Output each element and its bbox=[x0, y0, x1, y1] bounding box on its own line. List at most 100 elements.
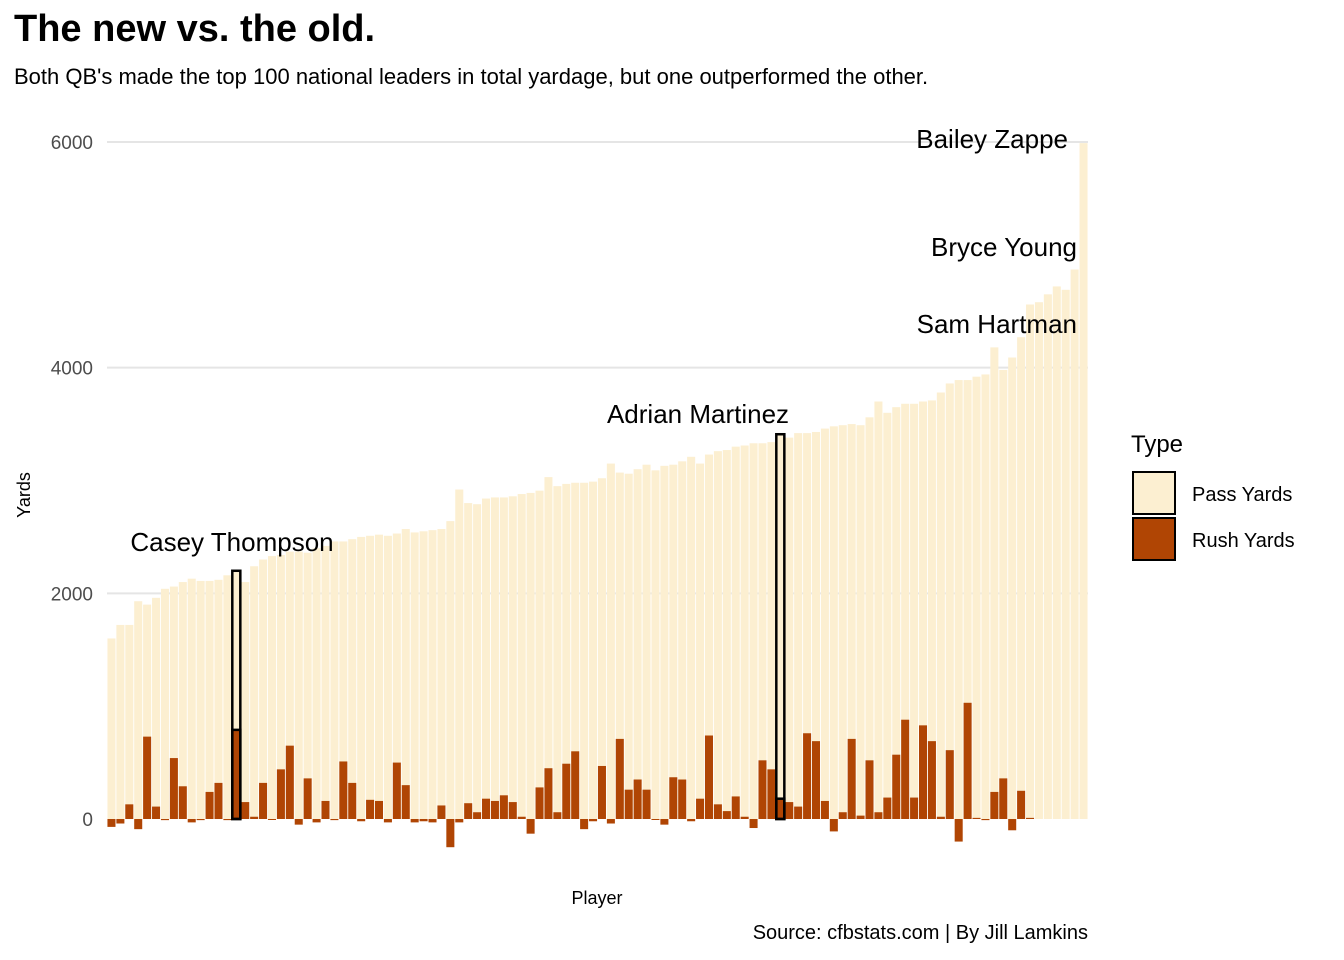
highlighted-players bbox=[231, 432, 786, 821]
rush-bar bbox=[820, 800, 829, 819]
highlight-rush-outline bbox=[231, 728, 242, 821]
pass-bar bbox=[731, 446, 740, 819]
pass-bar bbox=[410, 532, 419, 819]
rush-bar bbox=[865, 760, 874, 819]
rush-bar bbox=[410, 819, 419, 823]
pass-bar bbox=[696, 463, 705, 819]
pass-bar bbox=[972, 376, 981, 819]
pass-bar bbox=[196, 580, 205, 819]
chart-subtitle: Both QB's made the top 100 national lead… bbox=[14, 64, 929, 89]
rush-bar bbox=[294, 819, 303, 825]
pass-bar bbox=[910, 403, 919, 819]
rush-bar bbox=[392, 762, 401, 819]
pass-bar bbox=[811, 431, 821, 819]
annotation-bryce-young: Bryce Young bbox=[931, 232, 1077, 262]
legend: Type Pass Yards Rush Yards bbox=[1131, 431, 1295, 561]
rush-bar bbox=[562, 763, 571, 819]
pass-bar bbox=[437, 529, 446, 819]
rush-bar bbox=[615, 738, 624, 819]
rush-bar bbox=[633, 779, 642, 819]
rush-bar bbox=[223, 819, 232, 821]
rush-bar bbox=[241, 802, 250, 819]
pass-bar bbox=[392, 533, 401, 819]
pass-bar bbox=[428, 530, 437, 819]
rush-bar bbox=[990, 791, 999, 819]
annotation-sam-hartman: Sam Hartman bbox=[917, 309, 1077, 339]
pass-bar bbox=[847, 424, 856, 819]
chart-caption: Source: cfbstats.com | By Jill Lamkins bbox=[752, 922, 1088, 944]
pass-bar bbox=[160, 588, 169, 819]
pass-bar bbox=[125, 624, 134, 819]
rush-bar bbox=[303, 778, 312, 819]
pass-bar bbox=[615, 472, 624, 819]
rush-bar bbox=[829, 819, 838, 832]
rush-bar bbox=[704, 735, 713, 819]
pass-bar bbox=[678, 461, 687, 819]
pass-bar bbox=[651, 470, 660, 819]
annotation-casey-thompson: Casey Thompson bbox=[130, 527, 333, 557]
rush-bar bbox=[642, 789, 651, 819]
pass-bar bbox=[945, 383, 954, 819]
rush-bar bbox=[482, 798, 491, 819]
pass-bar bbox=[1061, 289, 1070, 820]
highlight-rush-outline bbox=[775, 797, 786, 821]
rush-bar bbox=[160, 819, 169, 821]
pass-bar bbox=[838, 425, 847, 819]
pass-bar bbox=[981, 374, 990, 819]
rush-bar bbox=[312, 819, 321, 823]
pass-bar bbox=[473, 504, 482, 819]
rush-bar bbox=[196, 819, 205, 821]
rush-bar bbox=[366, 799, 375, 819]
rush-bar bbox=[803, 733, 812, 819]
rush-bar bbox=[954, 819, 963, 842]
rush-bar bbox=[910, 797, 919, 819]
pass-bar bbox=[294, 551, 303, 819]
pass-bar bbox=[508, 496, 517, 819]
pass-bar bbox=[348, 539, 357, 819]
rush-bar bbox=[571, 751, 580, 819]
rush-bar bbox=[785, 802, 794, 819]
pass-bar bbox=[999, 369, 1008, 819]
pass-bar bbox=[794, 433, 803, 819]
legend-swatch-rush bbox=[1132, 517, 1176, 561]
pass-bar bbox=[241, 582, 250, 819]
rush-bar bbox=[589, 819, 598, 822]
rush-bar bbox=[125, 804, 134, 819]
pass-bar bbox=[1052, 286, 1061, 820]
rush-bar bbox=[285, 745, 294, 819]
rush-bar bbox=[553, 812, 562, 819]
pass-bar bbox=[152, 597, 161, 819]
annotation-adrian-martinez: Adrian Martinez bbox=[607, 399, 789, 429]
pass-bar bbox=[419, 531, 428, 819]
pass-bar bbox=[749, 443, 758, 819]
pass-bar bbox=[107, 638, 116, 819]
legend-label-pass: Pass Yards bbox=[1192, 484, 1292, 506]
pass-bar bbox=[785, 437, 794, 819]
chart-title: The new vs. the old. bbox=[14, 8, 376, 50]
y-axis-title: Yards bbox=[14, 472, 34, 518]
rush-bar bbox=[544, 768, 553, 819]
pass-bar bbox=[383, 535, 392, 819]
pass-bar bbox=[1008, 357, 1017, 819]
pass-bar bbox=[990, 347, 999, 819]
pass-bar bbox=[954, 380, 963, 819]
pass-bar bbox=[366, 535, 375, 819]
rush-bar bbox=[134, 819, 143, 830]
rush-bar bbox=[713, 804, 722, 819]
pass-bar bbox=[892, 407, 901, 819]
pass-bar bbox=[357, 536, 366, 819]
pass-bar bbox=[1043, 294, 1052, 819]
pass-bar bbox=[169, 586, 178, 819]
pass-bar bbox=[517, 494, 526, 819]
pass-bar bbox=[740, 445, 749, 819]
rush-bar bbox=[1026, 817, 1035, 819]
rush-bar bbox=[838, 812, 847, 819]
pass-bar bbox=[526, 492, 535, 819]
rush-bar bbox=[250, 816, 259, 819]
y-tick-label: 0 bbox=[82, 810, 93, 831]
pass-bar bbox=[722, 450, 731, 819]
pass-bar bbox=[713, 451, 722, 819]
pass-bar bbox=[963, 380, 972, 819]
rush-bar bbox=[446, 819, 455, 848]
pass-bar bbox=[303, 552, 312, 819]
